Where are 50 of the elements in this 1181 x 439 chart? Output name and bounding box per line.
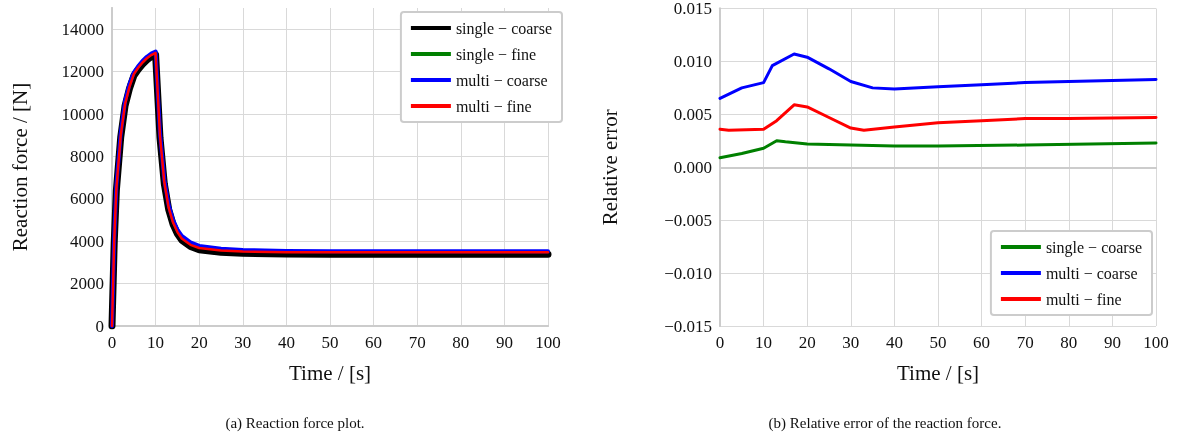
legend-label: multi − coarse (455, 71, 548, 89)
legend-label: multi − fine (455, 97, 532, 115)
y-tick-label: 14000 (61, 19, 104, 39)
y-tick-label: 0.000 (673, 157, 712, 177)
y-tick-label: 12000 (61, 62, 104, 82)
x-tick-label: 90 (1103, 333, 1121, 352)
x-axis-title: Time / [s] (896, 360, 980, 385)
x-tick-label: 60 (365, 333, 383, 352)
y-tick-label: 6000 (70, 189, 104, 209)
y-tick-label: 4000 (70, 231, 104, 251)
x-tick-label: 20 (190, 333, 208, 352)
x-tick-label: 10 (147, 333, 165, 352)
x-tick-label: 70 (408, 333, 426, 352)
x-tick-label: 60 (973, 333, 991, 352)
legend-label: multi − fine (1045, 290, 1122, 308)
x-tick-label: 90 (495, 333, 513, 352)
x-tick-label: 0 (715, 333, 725, 352)
x-tick-label: 30 (234, 333, 252, 352)
y-tick-label: 10000 (61, 104, 104, 124)
x-axis-title: Time / [s] (288, 360, 372, 385)
x-tick-label: 50 (929, 333, 947, 352)
y-axis-title: Relative error (597, 109, 622, 226)
x-tick-label: 10 (755, 333, 773, 352)
y-tick-label: 2000 (70, 274, 104, 294)
x-tick-label: 40 (885, 333, 903, 352)
y-tick-label: 0.015 (673, 0, 712, 18)
legend-label: single − coarse (1045, 238, 1143, 257)
y-tick-label: 0.005 (673, 104, 712, 124)
text: (a) Reaction force plot. (225, 414, 365, 432)
x-tick-label: 80 (1060, 333, 1078, 352)
legend-label: single − fine (455, 45, 537, 64)
x-tick-label: 20 (798, 333, 816, 352)
x-tick-label: 100 (1143, 333, 1169, 352)
y-tick-label: −0.015 (664, 316, 712, 336)
legend-label: single − coarse (455, 19, 553, 38)
legend-label: multi − coarse (1045, 264, 1138, 282)
y-tick-label: −0.005 (664, 210, 712, 230)
x-tick-label: 70 (1016, 333, 1034, 352)
text: (b) Relative error of the reaction force. (768, 414, 1002, 432)
y-tick-label: 0 (95, 316, 104, 336)
y-tick-label: −0.010 (664, 263, 712, 283)
x-tick-label: 40 (277, 333, 295, 352)
x-tick-label: 0 (107, 333, 117, 352)
y-axis-title: Reaction force / [N] (7, 82, 32, 252)
x-tick-label: 30 (842, 333, 860, 352)
x-tick-label: 80 (452, 333, 470, 352)
x-tick-label: 100 (535, 333, 561, 352)
y-tick-label: 8000 (70, 146, 104, 166)
x-tick-label: 50 (321, 333, 339, 352)
y-tick-label: 0.010 (673, 51, 712, 71)
